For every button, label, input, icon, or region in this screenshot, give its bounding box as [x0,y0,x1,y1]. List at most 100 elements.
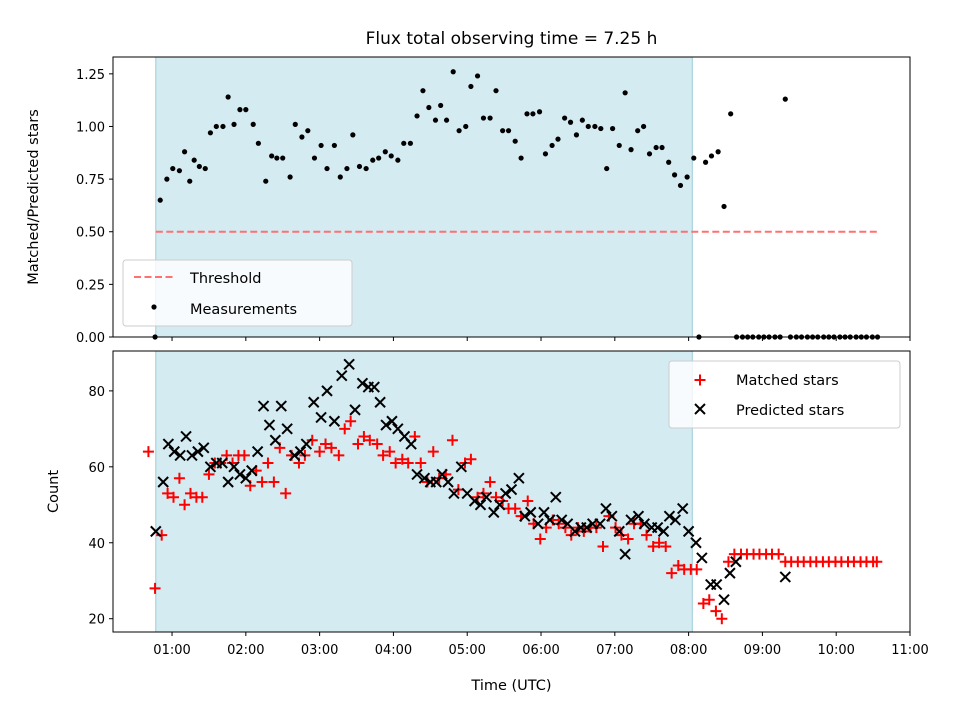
observing-window-shade [155,351,693,632]
data-point [382,149,388,155]
data-point [352,438,364,450]
data-point [345,415,357,427]
data-point [174,449,186,462]
axes-frame [112,56,911,338]
data-point [306,434,318,446]
x-tick-label: 09:00 [744,643,781,658]
data-point [628,147,634,153]
data-point [386,415,398,427]
data-point [610,125,616,132]
data-point [463,123,469,130]
data-point [170,165,176,172]
data-point [666,567,678,579]
data-point [187,178,193,184]
data-point [157,197,163,203]
data-point [411,468,423,481]
data-point [263,178,269,184]
data-point [536,109,543,115]
x-tick-label: 03:00 [301,643,338,658]
data-point [660,541,672,553]
y-axis-label: Matched/Predicted stars [26,109,42,285]
data-point [216,457,228,469]
data-point [339,423,351,435]
data-point [198,442,210,454]
y-tick-label: 1.00 [76,120,105,135]
data-point [356,377,369,389]
data-point [513,472,525,484]
data-point [370,157,376,163]
data-point [250,121,256,127]
data-point [401,140,407,146]
data-point [407,140,413,146]
data-point [663,510,676,522]
data-point [196,491,208,503]
x-tick-label: 06:00 [522,643,559,658]
data-point [308,396,320,408]
data-point [676,502,689,515]
data-point [622,90,628,96]
data-point [532,518,544,530]
data-point [647,541,659,553]
data-point [315,411,327,424]
x-tick-label: 08:00 [670,643,707,658]
data-point [371,438,383,450]
data-point [390,457,402,469]
data-point [349,404,361,416]
data-point [237,107,243,113]
data-point [356,163,363,170]
data-point [243,107,249,113]
data-point [600,502,612,515]
data-point [251,445,264,458]
data-point [268,476,280,488]
data-point [710,578,723,591]
data-point [524,506,537,519]
panel-2: 20 40 60 80 01:00 02:00 03:00 04:00 05:00 06:00 07… [46,350,929,694]
axes-frame [112,350,911,633]
data-point [364,434,376,446]
data-point [480,115,487,121]
data-point [530,111,536,117]
data-point [710,605,722,617]
data-point [474,499,487,511]
data-point [280,155,286,161]
data-point [418,472,431,484]
data-point [550,491,562,503]
legend-predicted-label: Predicted stars [736,403,844,419]
data-point [246,464,258,477]
data-point [671,172,678,178]
data-point [191,157,197,163]
x-tick-label: 01:00 [153,643,190,658]
data-point [534,533,546,545]
data-point [405,438,417,450]
data-point [325,442,337,454]
data-point [300,438,313,450]
data-point [395,157,401,163]
data-point [314,446,326,458]
data-point [691,155,697,161]
data-point [220,123,226,130]
data-point [585,123,591,130]
data-point [779,571,791,583]
data-point [432,117,439,123]
data-point [632,510,645,522]
data-point [204,461,217,473]
data-point [324,165,330,172]
data-point [455,461,468,473]
data-point [162,438,175,450]
data-point [274,155,280,161]
data-point [722,556,734,568]
data-point [358,430,370,442]
data-point [376,155,382,161]
data-point [646,151,653,157]
data-point [156,529,168,541]
data-point [468,83,474,90]
data-point [207,130,214,136]
data-point [294,445,307,458]
y-tick-label: 0.75 [76,173,105,188]
data-point [420,88,426,94]
data-point [343,358,355,370]
data-point [782,96,788,102]
data-point [622,533,634,545]
panel-1: Flux total observing time = 7.25 h 0.00 0.… [26,29,911,346]
y-tick-label: 1.25 [76,68,105,83]
